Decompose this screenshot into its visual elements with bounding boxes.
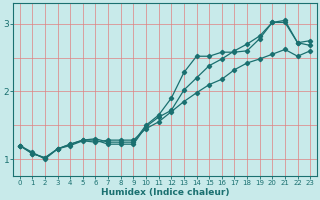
X-axis label: Humidex (Indice chaleur): Humidex (Indice chaleur) [101,188,229,197]
